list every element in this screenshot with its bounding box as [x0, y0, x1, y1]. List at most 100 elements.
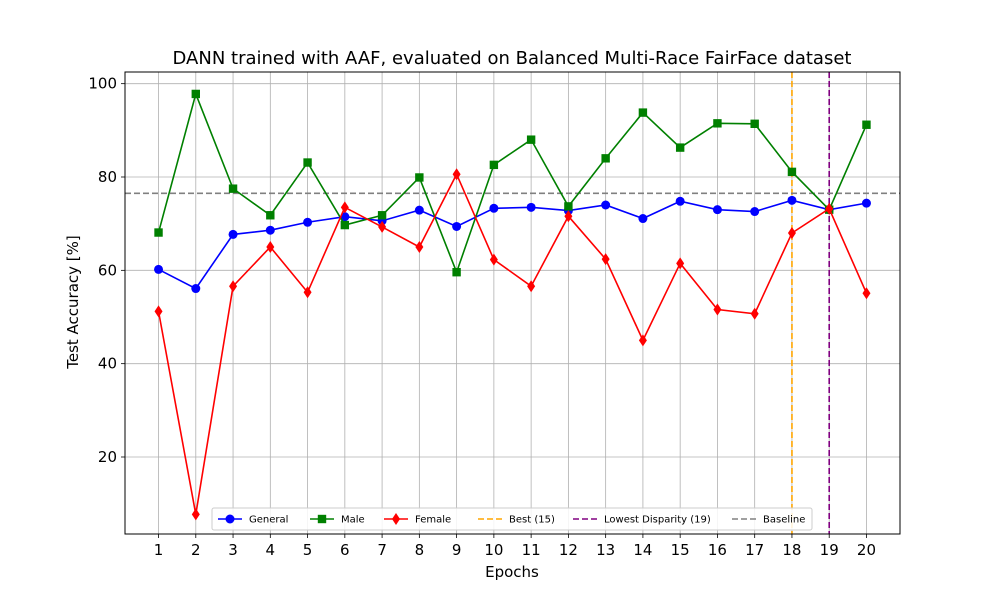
- y-tick-label: 60: [98, 261, 117, 279]
- general-point: [638, 214, 648, 224]
- plot-frame: [124, 71, 901, 535]
- x-tick-label: 16: [708, 541, 727, 559]
- male-point: [377, 211, 387, 220]
- grid: [125, 72, 900, 534]
- female-point: [713, 303, 722, 316]
- legend-label: Lowest Disparity (19): [604, 515, 711, 526]
- male-point: [191, 89, 200, 99]
- general-point: [303, 217, 313, 227]
- general-point: [712, 205, 722, 215]
- x-tick-label: 1: [154, 541, 164, 559]
- male-point: [303, 158, 312, 167]
- general-point: [675, 196, 685, 206]
- legend-label: Female: [415, 515, 451, 526]
- y-tick-label: 80: [98, 168, 117, 186]
- male-point: [415, 173, 424, 182]
- female-point: [452, 168, 461, 181]
- male-point: [452, 268, 461, 277]
- legend-label: Baseline: [763, 515, 805, 526]
- legend-label: Male: [341, 515, 365, 526]
- general-point: [750, 207, 760, 217]
- female-point: [266, 241, 275, 253]
- female-point: [825, 202, 834, 215]
- male-point: [154, 228, 163, 237]
- male-point: [266, 211, 275, 220]
- female-point: [489, 253, 498, 266]
- male-point: [638, 108, 648, 117]
- male-point: [601, 154, 610, 163]
- male-point: [675, 143, 685, 152]
- legend-general-marker: [225, 514, 235, 524]
- female-point: [154, 305, 163, 318]
- x-tick-label: 3: [228, 541, 238, 559]
- general-point: [489, 203, 499, 213]
- y-tick-label: 40: [98, 355, 117, 373]
- male-point: [862, 120, 871, 129]
- general-point: [861, 198, 871, 208]
- female-point: [378, 220, 387, 233]
- x-tick-label: 8: [415, 541, 425, 559]
- x-tick-label: 18: [782, 541, 801, 559]
- x-tick-label: 13: [596, 541, 615, 559]
- legend-female-marker: [392, 513, 400, 525]
- x-tick-label: 10: [484, 541, 503, 559]
- y-tick-label: 100: [88, 75, 117, 93]
- male-point: [713, 119, 722, 128]
- general-point: [414, 205, 424, 215]
- x-axis-label: Epochs: [485, 563, 539, 581]
- x-tick-label: 12: [559, 541, 578, 559]
- legend-male-marker: [317, 514, 327, 524]
- female-point: [676, 257, 685, 270]
- y-tick-label: 20: [98, 448, 117, 466]
- male-point: [526, 135, 536, 144]
- x-tick-label: 4: [266, 541, 276, 559]
- x-tick-label: 7: [377, 541, 387, 559]
- female-point: [601, 253, 610, 266]
- general-point: [228, 229, 238, 239]
- legend-label: Best (15): [509, 515, 555, 526]
- female-point: [191, 508, 200, 521]
- general-point: [787, 195, 797, 205]
- general-point: [191, 284, 201, 294]
- y-axis-label: Test Accuracy [%]: [64, 235, 82, 370]
- x-tick-label: 20: [857, 541, 876, 559]
- reference-lines: [125, 72, 900, 534]
- female-point: [527, 280, 536, 293]
- x-tick-label: 11: [522, 541, 541, 559]
- male-point: [787, 167, 797, 177]
- male-point: [489, 160, 499, 170]
- male-series-line: [157, 91, 868, 275]
- female-point: [229, 280, 238, 293]
- male-point: [750, 119, 759, 128]
- female-series-line: [157, 172, 868, 515]
- legend: General Male Female Best (15) Lowest Dispari…: [211, 507, 813, 531]
- x-tick-label: 15: [671, 541, 690, 559]
- general-series-line: [158, 199, 867, 290]
- x-tick-label: 6: [340, 541, 350, 559]
- female-point: [415, 241, 424, 253]
- male-point: [564, 202, 573, 211]
- male-point: [340, 220, 350, 230]
- series: [154, 89, 871, 521]
- female-point: [340, 201, 349, 214]
- ticks: 1 2 3 4 5 6 7 8 9 10 11 12 13 14 15 16 17 18 19 20204060801…: [88, 75, 876, 559]
- male-point: [228, 184, 238, 193]
- x-tick-label: 2: [191, 541, 201, 559]
- x-tick-label: 19: [820, 541, 839, 559]
- chart-title: DANN trained with AAF, evaluated on Bala…: [173, 48, 852, 69]
- female-point: [303, 286, 312, 299]
- general-point: [265, 225, 275, 235]
- x-tick-label: 14: [633, 541, 652, 559]
- general-point: [601, 200, 611, 210]
- general-point: [452, 221, 462, 231]
- general-point: [526, 202, 536, 212]
- female-point: [564, 210, 573, 223]
- legend-label: General: [249, 515, 288, 526]
- female-point: [787, 227, 796, 239]
- x-tick-label: 17: [745, 541, 764, 559]
- female-point: [750, 307, 759, 320]
- female-point: [862, 287, 871, 300]
- female-point: [638, 334, 647, 347]
- x-tick-label: 9: [452, 541, 462, 559]
